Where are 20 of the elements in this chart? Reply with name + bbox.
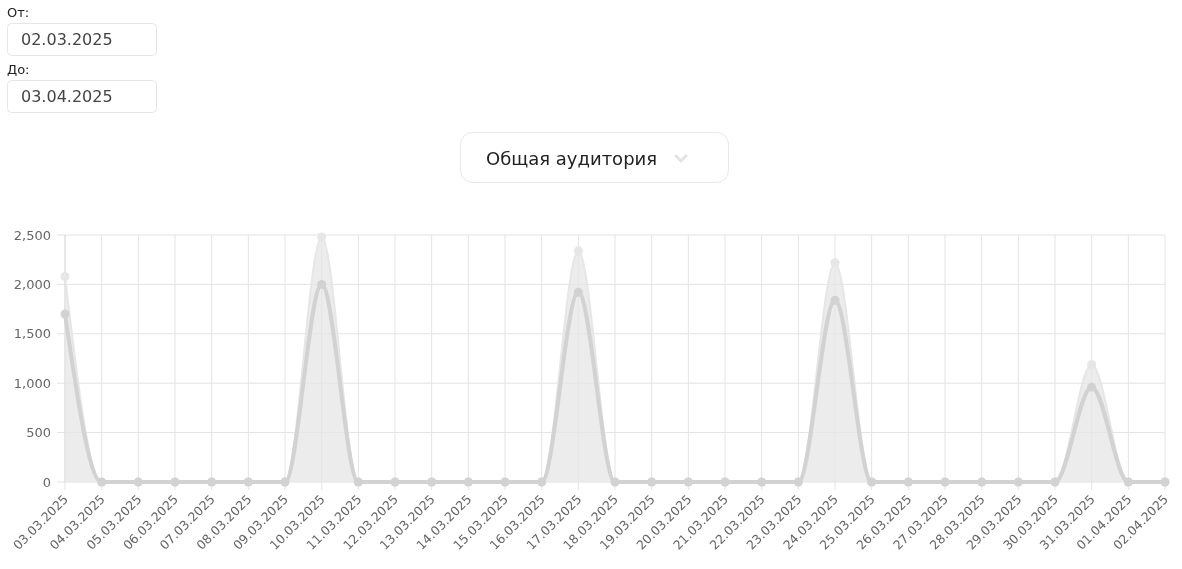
text: До: [7, 62, 30, 77]
point [317, 232, 327, 242]
y-tick-label: 2,500 [13, 227, 51, 243]
point [573, 287, 583, 297]
text: 02.03.2025 [21, 30, 113, 49]
point [1087, 382, 1097, 392]
y-tick-label: 1,000 [13, 375, 51, 391]
text: Общая аудитория [486, 148, 658, 169]
y-tick-label: 500 [26, 425, 51, 441]
text: 03.04.2025 [21, 87, 113, 106]
y-tick-label: 0 [42, 474, 51, 490]
point [60, 309, 70, 319]
point [573, 246, 583, 256]
point [317, 279, 327, 289]
point [60, 272, 70, 281]
point [830, 295, 840, 305]
y-tick-label: 2,000 [13, 276, 51, 292]
point [1087, 359, 1097, 369]
text: От: [7, 5, 30, 20]
y-tick-label: 1,500 [13, 326, 51, 342]
